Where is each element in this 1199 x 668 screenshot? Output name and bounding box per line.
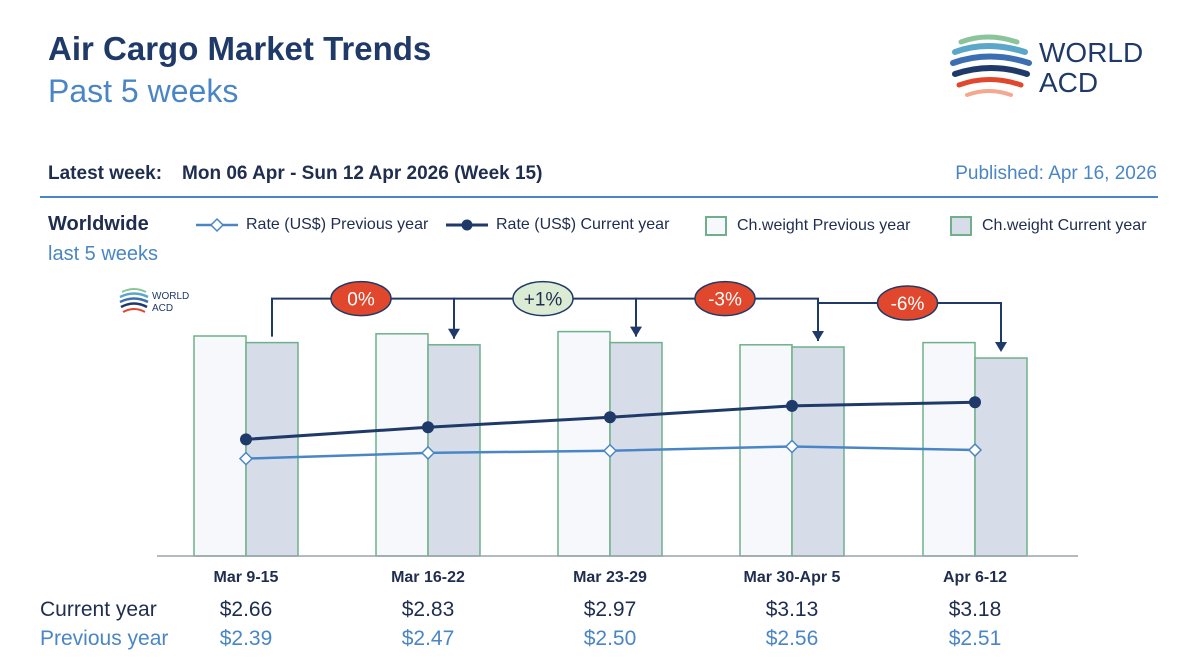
bar-weight-current-year xyxy=(974,357,1028,557)
bar-weight-current-year xyxy=(791,346,845,557)
latest-week-label: Latest week: xyxy=(48,163,163,184)
week-change-connector: -3% xyxy=(635,280,824,341)
current-year-rate-value: $2.66 xyxy=(219,598,273,621)
week-change-label: 0% xyxy=(347,290,375,311)
x-tick-label: Apr 6-12 xyxy=(943,569,1007,586)
latest-week-value: Mon 06 Apr - Sun 12 Apr 2026 (Week 15) xyxy=(182,163,543,184)
page-subtitle: Past 5 weeks xyxy=(48,73,239,109)
x-tick-label: Mar 9-15 xyxy=(214,569,279,586)
legend-weight-current-year: Ch.weight Current year xyxy=(950,216,1147,236)
point-rate-current-year xyxy=(422,421,434,434)
bar-weight-current-year xyxy=(427,344,481,557)
week-change-connector: +1% xyxy=(453,280,642,339)
current-year-rate-value: $2.83 xyxy=(401,598,455,621)
legend-weight-previous-year: Ch.weight Previous year xyxy=(705,216,910,236)
previous-year-rate-value: $2.39 xyxy=(219,627,273,650)
previous-year-rate-value: $2.56 xyxy=(765,627,819,650)
point-rate-current-year xyxy=(969,396,981,409)
bar-weight-previous-year xyxy=(739,344,793,557)
legend-line-diamond-icon xyxy=(196,217,238,233)
point-rate-previous-year xyxy=(784,439,800,454)
week-change-label: -3% xyxy=(708,290,742,311)
published-date: Published: Apr 16, 2026 xyxy=(955,163,1157,184)
legend-label: Rate (US$) Previous year xyxy=(246,216,429,233)
week-change-badge xyxy=(694,280,756,317)
previous-year-rate-value: $2.47 xyxy=(401,627,455,650)
point-rate-previous-year xyxy=(967,442,983,458)
logo-text-acd: ACD xyxy=(1039,67,1098,98)
header-divider xyxy=(40,196,1158,198)
week-change-label: +1% xyxy=(524,290,563,311)
current-year-rate-value: $3.13 xyxy=(765,598,819,621)
current-year-rate-value: $3.18 xyxy=(948,598,1002,621)
week-change-connector: -6% xyxy=(817,285,1007,352)
bar-weight-previous-year xyxy=(375,333,429,557)
legend-swatch-icon xyxy=(950,216,972,236)
legend-label: Ch.weight Current year xyxy=(982,217,1147,234)
previous-year-row-label: Previous year xyxy=(40,627,169,650)
region-period: last 5 weeks xyxy=(48,243,159,265)
week-change-badge xyxy=(876,285,939,321)
point-rate-current-year xyxy=(786,399,798,412)
point-rate-previous-year xyxy=(238,451,254,466)
legend-label: Rate (US$) Current year xyxy=(496,216,670,233)
bar-weight-previous-year xyxy=(557,330,611,557)
previous-year-rate-value: $2.50 xyxy=(583,627,637,650)
logo-text-world: WORLD xyxy=(1039,37,1143,68)
point-rate-current-year xyxy=(604,411,616,424)
week-change-connector: 0% xyxy=(271,280,460,339)
current-year-rate-value: $2.97 xyxy=(583,598,637,621)
region-name: Worldwide xyxy=(48,213,149,235)
arrow-down-icon xyxy=(995,342,1007,352)
world-acd-logo: WORLD ACD xyxy=(945,30,1165,110)
legend-line-dot-icon xyxy=(446,219,488,231)
legend-rate-current-year: Rate (US$) Current year xyxy=(446,216,669,234)
week-change-label: -6% xyxy=(891,294,925,315)
legend-swatch-icon xyxy=(705,216,727,236)
x-tick-label: Mar 30-Apr 5 xyxy=(744,569,841,586)
watermark-text-acd: ACD xyxy=(152,303,173,314)
week-change-badge xyxy=(330,280,392,317)
week-change-badge xyxy=(512,280,574,317)
point-rate-current-year xyxy=(240,433,252,446)
point-rate-previous-year xyxy=(602,443,618,458)
point-rate-previous-year xyxy=(420,445,436,460)
current-year-row-label: Current year xyxy=(40,598,157,621)
x-tick-label: Mar 16-22 xyxy=(391,569,465,586)
previous-year-rate-value: $2.51 xyxy=(948,627,1002,650)
latest-week-line: Latest week: Mon 06 Apr - Sun 12 Apr 2026… xyxy=(48,163,542,185)
x-tick-label: Mar 23-29 xyxy=(573,569,647,586)
bar-weight-current-year xyxy=(245,341,299,557)
watermark-text-world: WORLD xyxy=(152,291,189,302)
legend-rate-previous-year: Rate (US$) Previous year xyxy=(196,216,428,234)
page-title: Air Cargo Market Trends xyxy=(48,30,432,67)
bar-weight-previous-year xyxy=(193,335,247,557)
chart-watermark-logo: WORLD ACD xyxy=(119,288,189,314)
legend-label: Ch.weight Previous year xyxy=(737,217,911,234)
